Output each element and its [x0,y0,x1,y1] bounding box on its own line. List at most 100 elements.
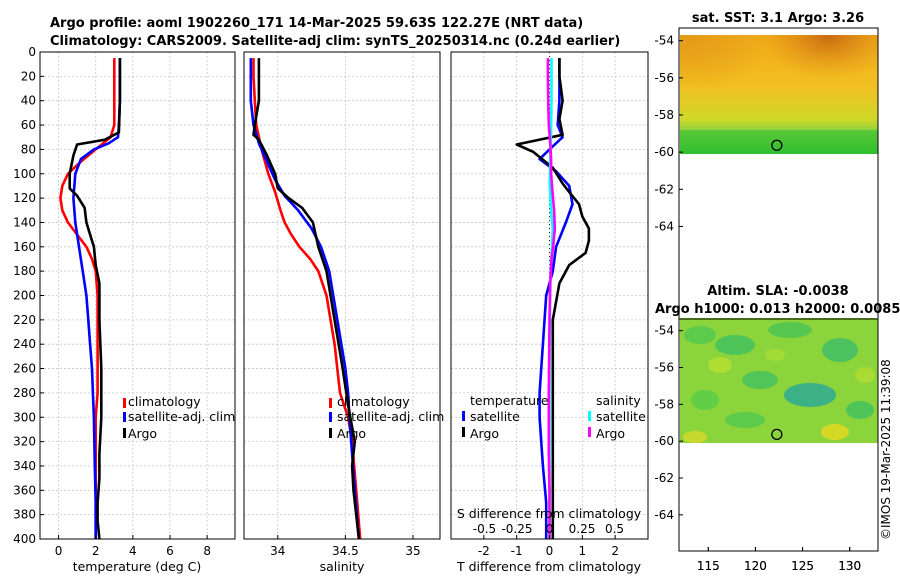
salinity-xtick-label: 35 [405,544,420,558]
difference-xtick-label: -1 [511,544,523,558]
difference-top-tick-label: 0.25 [569,522,596,536]
depth-ytick-label: 320 [13,435,36,449]
difference-series-salinity-argo [546,58,557,539]
salinity-axes-frame [243,51,441,540]
sst_map-lat-tick-label: -58 [654,108,674,122]
sla-map-frame [678,318,879,552]
temperature-series-argo [68,58,122,540]
legend-swatch-sal-argo [588,427,591,437]
depth-ytick-label: 260 [13,362,36,376]
legend-swatch-argo [329,428,332,438]
salinity-series-climatology [252,58,362,540]
depth-ytick-label: 400 [13,532,36,546]
depth-ytick-label: 200 [13,289,36,303]
sla-map-title-line1: Altim. SLA: -0.0038 [707,284,848,299]
sla_map-lon-tick-label: 130 [838,559,861,573]
difference-xtick-label: 2 [611,544,619,558]
legend-title-salinity: salinity [596,393,641,408]
depth-ytick-label: 300 [13,410,36,424]
salinity-xlabel: salinity [320,559,365,574]
temperature-xtick-label: 0 [55,544,63,558]
sla_map-lat-tick-label: -58 [654,397,674,411]
temperature-xtick-label: 8 [203,544,211,558]
sla-map-title-line2: Argo h1000: 0.013 h2000: 0.0085 [655,302,900,317]
sla-anomaly-patch [768,322,812,338]
sst-field [680,35,878,154]
depth-ytick-label: 240 [13,337,36,351]
sst_map-lon-tick-label: 125 [791,559,814,573]
legend-label-temp-argo: Argo [470,426,499,441]
temperature-xlabel: temperature (deg C) [73,559,202,574]
sst_map-lon-tick-label: 130 [838,559,861,573]
sla_map-lon-tick-label: 120 [744,559,767,573]
sla_map-lat-tick-label: -54 [654,324,674,338]
depth-ytick-label: 0 [28,45,36,59]
figure-title-line2: Climatology: CARS2009. Satellite-adj cli… [50,34,620,49]
sla-anomaly-patch [742,371,778,389]
legend-label-argo: Argo [337,426,366,441]
depth-ytick-label: 360 [13,483,36,497]
legend-label-satellite: satellite-adj. clim [128,409,235,424]
sla-map: Altim. SLA: -0.0038 Argo h1000: 0.013 h2… [654,284,900,573]
sla-anomaly-patch [715,335,755,355]
legend-label-satellite: satellite-adj. clim [337,409,444,424]
sla-anomaly-patch [691,390,719,410]
temperature-xtick-label: 2 [92,544,100,558]
legend-label-sal-argo: Argo [596,426,625,441]
sst-map-title: sat. SST: 3.1 Argo: 3.26 [692,11,864,26]
difference-series-temperature-argo [515,58,591,539]
legend-label-sal-satellite: satellite [596,409,646,424]
depth-ytick-label: 100 [13,167,36,181]
salinity-panel: 34 34.5 35 salinity climatology satellite-… [243,51,444,574]
legend-swatch-temp-satellite [462,411,465,421]
temperature-panel: 0 2 4 6 8 0 20 40 60 80 100 120 140 160 180 200 220 240 2… [13,45,236,574]
salinity-series-satellite-adj-clim [249,58,361,540]
depth-ytick-label: 220 [13,313,36,327]
legend-label-climatology: climatology [128,394,201,409]
difference-series-temperature-satellite [538,58,574,539]
sst_map-lat-tick-label: -54 [654,34,674,48]
sla_map-lat-tick-label: -64 [654,508,674,522]
difference-xtick-label: 1 [579,544,587,558]
legend-title-temperature: temperature [470,393,549,408]
legend-swatch-climatology [329,398,332,408]
depth-ytick-label: 40 [21,94,36,108]
sst_map-lat-tick-label: -62 [654,182,674,196]
legend-swatch-climatology [123,398,126,408]
sla_map-lat-tick-label: -62 [654,471,674,485]
depth-ytick-label: 20 [21,69,36,83]
depth-ytick-label: 380 [13,508,36,522]
sla_map-lat-tick-label: -60 [654,434,674,448]
legend-label-temp-satellite: satellite [470,409,520,424]
argo-location-marker [771,139,783,151]
salinity-xtick-label: 34.5 [332,544,359,558]
figure-title-line1: Argo profile: aoml 1902260_171 14-Mar-20… [50,16,583,31]
sst_map-lat-tick-label: -60 [654,145,674,159]
sla_map-lat-tick-label: -56 [654,361,674,375]
salinity-series-argo [252,58,361,540]
temperature-xtick-label: 6 [166,544,174,558]
difference-panel: -2 -1 0 1 2 S difference from climatology -0… [450,51,649,574]
sla_map-lon-tick-label: 125 [791,559,814,573]
depth-ytick-label: 160 [13,240,36,254]
salinity-xtick-label: 34 [270,544,285,558]
credit-stamp: ©IMOS 19-Mar-2025 11:39:08 [879,359,893,540]
sla_map-lon-tick-label: 115 [697,559,720,573]
sla-anomaly-patch [684,326,716,344]
depth-ytick-label: 340 [13,459,36,473]
sla-anomaly-patch [725,412,765,428]
difference-top-xlabel: S difference from climatology [457,506,642,521]
sst_map-lat-tick-label: -64 [654,219,674,233]
difference-top-tick-label: -0.5 [473,522,496,536]
sst_map-lon-tick-label: 120 [744,559,767,573]
sla-anomaly-patch [846,401,874,419]
sla-anomaly-patch [784,383,836,407]
salinity-legend: climatology satellite-adj. clim Argo [329,394,444,441]
difference-xlabel: T difference from climatology [456,559,642,574]
sst_map-lat-tick-label: -56 [654,71,674,85]
sla-anomaly-patch [683,431,707,443]
difference-top-tick-label: 0 [546,522,554,536]
legend-label-climatology: climatology [337,394,410,409]
sla-anomaly-patch [821,424,849,440]
difference-legend: temperature satellite Argo salinity sate… [462,393,646,441]
